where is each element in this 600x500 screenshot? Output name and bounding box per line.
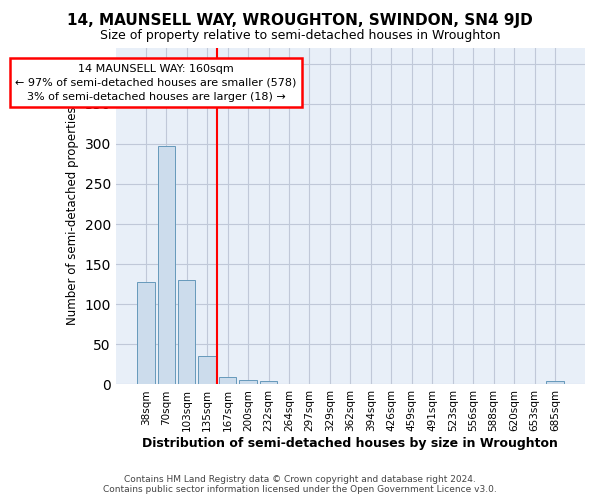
Bar: [199, 356, 216, 384]
Bar: [178, 280, 196, 384]
Y-axis label: Number of semi-detached properties: Number of semi-detached properties: [66, 106, 79, 326]
Bar: [158, 146, 175, 384]
Bar: [260, 381, 277, 384]
Bar: [239, 380, 257, 384]
Bar: [546, 381, 563, 384]
Text: Size of property relative to semi-detached houses in Wroughton: Size of property relative to semi-detach…: [100, 29, 500, 42]
Text: Contains HM Land Registry data © Crown copyright and database right 2024.
Contai: Contains HM Land Registry data © Crown c…: [103, 474, 497, 494]
Bar: [219, 377, 236, 384]
X-axis label: Distribution of semi-detached houses by size in Wroughton: Distribution of semi-detached houses by …: [142, 437, 559, 450]
Bar: [137, 282, 155, 384]
Text: 14 MAUNSELL WAY: 160sqm
← 97% of semi-detached houses are smaller (578)
3% of se: 14 MAUNSELL WAY: 160sqm ← 97% of semi-de…: [16, 64, 297, 102]
Text: 14, MAUNSELL WAY, WROUGHTON, SWINDON, SN4 9JD: 14, MAUNSELL WAY, WROUGHTON, SWINDON, SN…: [67, 12, 533, 28]
